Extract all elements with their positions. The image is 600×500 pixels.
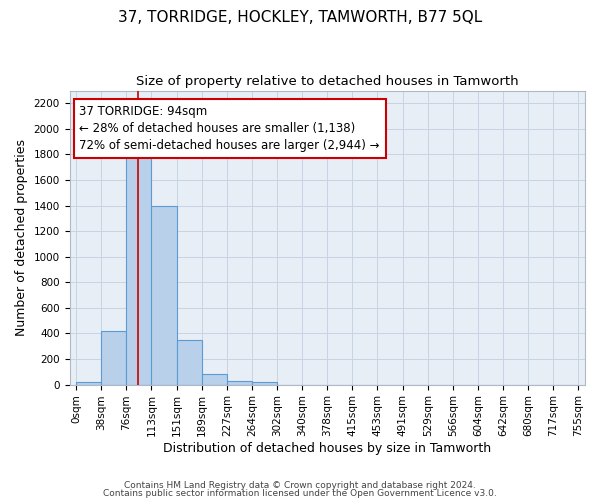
Y-axis label: Number of detached properties: Number of detached properties (15, 139, 28, 336)
Bar (151, 206, 176, 384)
Bar (76, 382, 101, 384)
Bar (127, 154, 151, 384)
Text: 37, TORRIDGE, HOCKLEY, TAMWORTH, B77 5QL: 37, TORRIDGE, HOCKLEY, TAMWORTH, B77 5QL (118, 10, 482, 25)
X-axis label: Distribution of detached houses by size in Tamworth: Distribution of detached houses by size … (163, 442, 491, 455)
Text: Contains HM Land Registry data © Crown copyright and database right 2024.: Contains HM Land Registry data © Crown c… (124, 481, 476, 490)
Bar (252, 382, 277, 384)
Bar (101, 331, 127, 384)
Bar (227, 382, 252, 384)
Bar (202, 374, 227, 384)
Title: Size of property relative to detached houses in Tamworth: Size of property relative to detached ho… (136, 75, 518, 88)
Bar (176, 340, 202, 384)
Text: 37 TORRIDGE: 94sqm
← 28% of detached houses are smaller (1,138)
72% of semi-deta: 37 TORRIDGE: 94sqm ← 28% of detached hou… (79, 104, 380, 152)
Text: Contains public sector information licensed under the Open Government Licence v3: Contains public sector information licen… (103, 488, 497, 498)
